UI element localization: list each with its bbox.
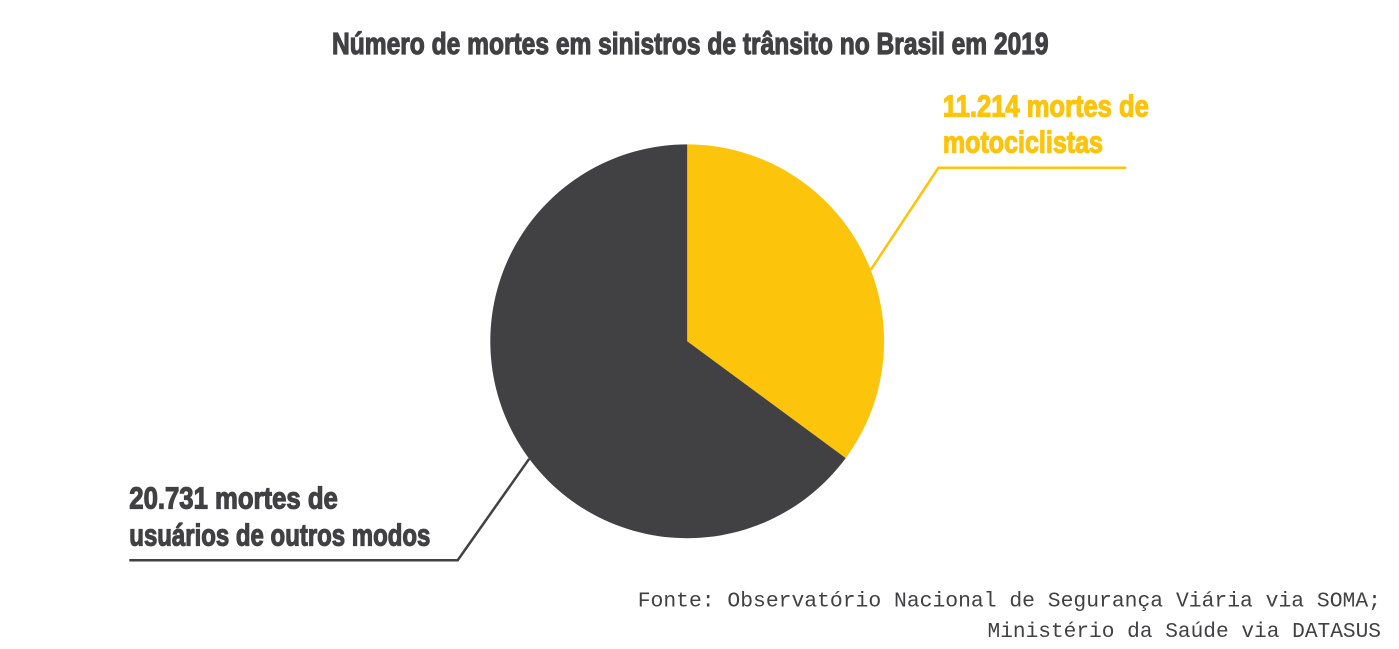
svg-text:20.731 mortes de: 20.731 mortes de bbox=[129, 481, 337, 515]
svg-text:Número de mortes em sinistros: Número de mortes em sinistros de trânsit… bbox=[332, 27, 1049, 61]
svg-text:11.214 mortes de: 11.214 mortes de bbox=[943, 90, 1149, 124]
svg-text:Ministério da Saúde via DATASU: Ministério da Saúde via DATASUS bbox=[988, 620, 1382, 644]
svg-text:motociclistas: motociclistas bbox=[943, 125, 1103, 159]
svg-text:usuários de outros modos: usuários de outros modos bbox=[129, 519, 430, 553]
svg-text:Fonte: Observatório Nacional d: Fonte: Observatório Nacional de Seguranç… bbox=[638, 589, 1381, 613]
